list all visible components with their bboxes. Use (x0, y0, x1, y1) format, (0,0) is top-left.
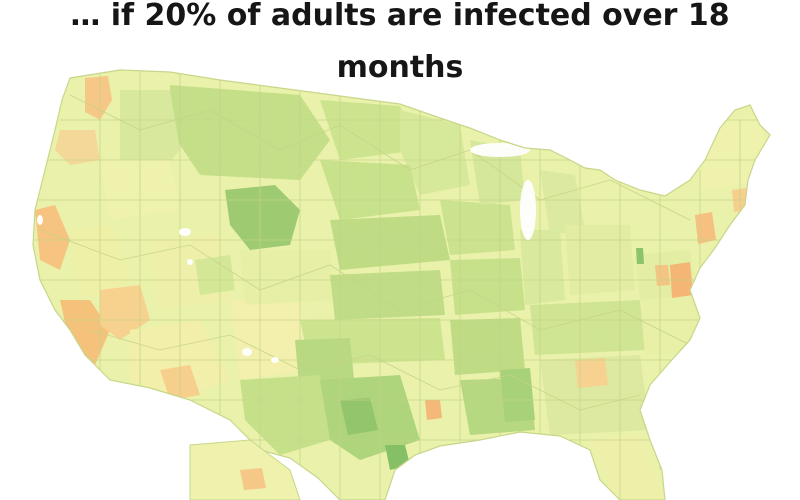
region-south-dakota (320, 160, 420, 220)
lake-spot-nevada (242, 348, 252, 356)
region-texas-dark (340, 398, 378, 435)
region-kentucky-tennessee (530, 300, 645, 355)
border-lines-b (99, 70, 741, 500)
region-iowa (440, 200, 515, 255)
region-minnesota (400, 110, 470, 195)
region-portland (55, 130, 100, 165)
region-alabama-georgia (540, 355, 650, 435)
lake-spot-arizona (271, 357, 279, 363)
region-nevada-orange (100, 285, 150, 340)
region-michigan (540, 170, 585, 235)
region-arkansas (450, 318, 525, 375)
region-new-mexico (230, 295, 305, 380)
region-colorado (240, 250, 335, 305)
lake-spot-michigan (520, 180, 536, 240)
region-layer (35, 76, 770, 500)
region-shreveport-orange (425, 400, 442, 420)
region-missouri (450, 258, 525, 315)
region-north-dakota (320, 100, 420, 160)
region-mississippi (500, 368, 535, 422)
region-wyoming-dark (225, 185, 300, 250)
region-indiana-ohio (565, 225, 635, 295)
map-title-line-1: … if 20% of adults are infected over 18 (70, 0, 730, 33)
map-title-line-2: months (336, 50, 464, 85)
region-southern-california (60, 300, 110, 365)
region-alaska-orange (240, 468, 266, 490)
region-new-england (690, 115, 770, 190)
region-texas-west (240, 375, 330, 455)
region-utah-green (195, 255, 235, 295)
region-pennsylvania-green (636, 248, 644, 264)
region-carolinas (640, 295, 705, 355)
region-atlanta-orange (575, 358, 608, 388)
county-borders (35, 70, 770, 500)
region-philadelphia-orange (655, 265, 670, 286)
lake-spot-great-salt (179, 228, 191, 236)
region-bay-area (35, 205, 70, 270)
border-lines-c (39, 94, 691, 411)
region-illinois (520, 230, 565, 305)
region-florida (590, 435, 665, 500)
lake-spot-superior (470, 143, 530, 157)
lake-spot-utah (187, 259, 193, 265)
lake-spot-california (37, 215, 43, 225)
map-title: … if 20% of adults are infected over 18 … (0, 0, 800, 96)
lake-spots (37, 143, 536, 363)
region-kansas (330, 270, 445, 320)
region-seattle (85, 76, 112, 120)
